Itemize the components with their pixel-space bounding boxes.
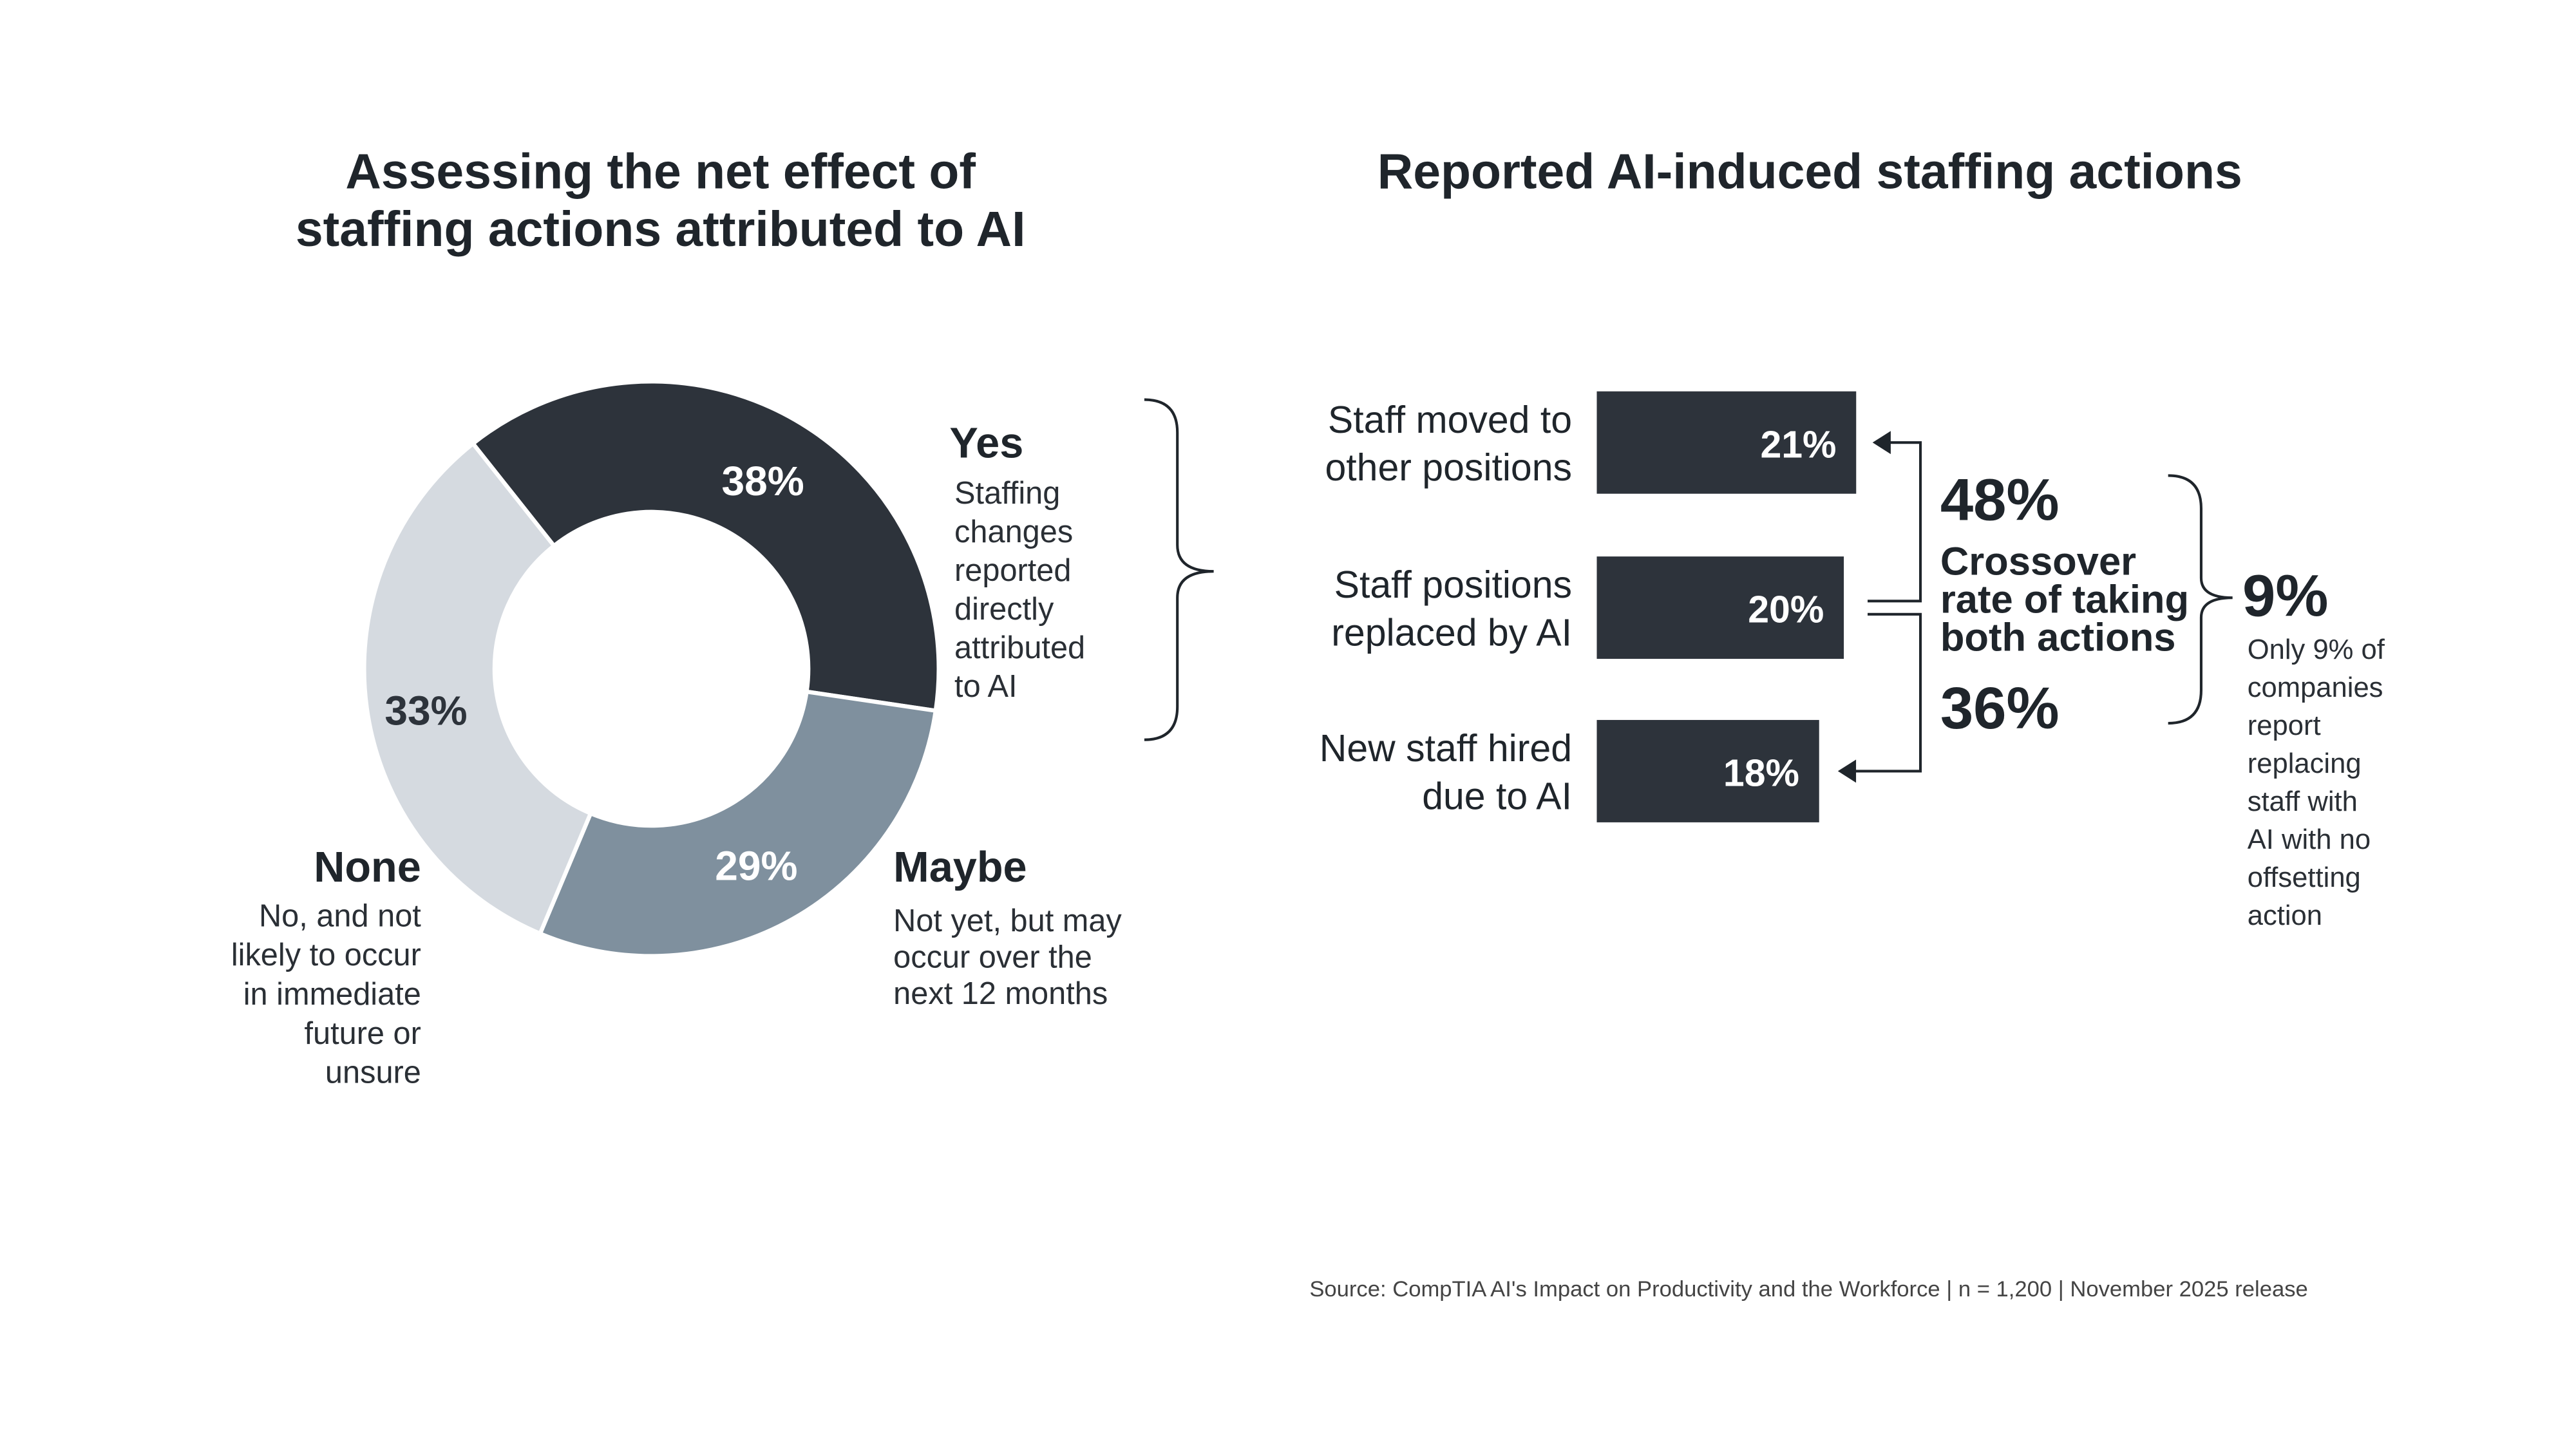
none-description-line: likely to occur <box>231 938 421 972</box>
yes-description-line: changes <box>954 515 1073 549</box>
none-description-line: unsure <box>325 1056 421 1090</box>
donut-slice-maybe <box>537 689 938 958</box>
bar <box>1596 719 1819 822</box>
donut-slice-yes <box>469 379 941 714</box>
slice-label-yes: 38% <box>721 458 804 504</box>
crossover-text-3: both actions <box>1940 615 2176 659</box>
bar-value-label: 21% <box>1760 424 1836 466</box>
bar-category-label: due to AI <box>1422 775 1572 817</box>
bar-category-label: replaced by AI <box>1331 612 1572 654</box>
connector-bottom <box>1852 612 1922 773</box>
bar-value-label: 18% <box>1723 753 1799 795</box>
net-value: 9% <box>2242 562 2328 629</box>
bar <box>1596 556 1844 659</box>
bar <box>1596 391 1857 494</box>
net-brace <box>2168 474 2233 725</box>
source-note: Source: CompTIA AI's Impact on Productiv… <box>1309 1277 2307 1302</box>
arrow-left-icon <box>1872 431 1891 455</box>
net-description-line: staff with <box>2248 786 2358 817</box>
bar-title: Reported AI-induced staffing actions <box>1378 144 2242 199</box>
arrow-left-icon <box>1837 759 1857 783</box>
legend-maybe-title: Maybe <box>893 844 1027 891</box>
slice-label-none: 33% <box>384 688 467 734</box>
yes-description-line: attributed <box>954 630 1085 665</box>
legend-yes-title: Yes <box>949 419 1023 467</box>
maybe-description-line: Not yet, but may <box>893 904 1122 938</box>
yes-brace <box>1144 398 1214 741</box>
net-description-line: AI with no <box>2248 824 2371 855</box>
bar-category-label: other positions <box>1325 447 1572 489</box>
donut-title-line2: staffing actions attributed to AI <box>296 202 1026 257</box>
net-description-line: Only 9% of <box>2248 634 2385 665</box>
slice-label-maybe: 29% <box>715 843 797 889</box>
bar-value-label: 20% <box>1748 589 1824 631</box>
donut-slice-none <box>362 440 594 936</box>
net-description-line: report <box>2248 710 2321 741</box>
donut-title-line1: Assessing the net effect of <box>345 144 976 199</box>
maybe-description-line: occur over the <box>893 940 1092 975</box>
bar-category-label: Staff positions <box>1334 564 1572 606</box>
yes-description-line: reported <box>954 553 1071 588</box>
crossover-text-2: rate of taking <box>1940 577 2189 621</box>
none-description-line: in immediate <box>243 977 421 1012</box>
none-description-line: No, and not <box>259 898 421 933</box>
yes-description-line: to AI <box>954 669 1017 704</box>
bar-category-label: New staff hired <box>1320 728 1572 770</box>
none-description-line: future or <box>304 1016 421 1051</box>
connector-top <box>1868 441 1922 603</box>
maybe-description-line: next 12 months <box>893 976 1108 1011</box>
net-description-line: offsetting <box>2248 862 2361 893</box>
net-description-line: companies <box>2248 672 2383 703</box>
donut-chart <box>362 379 941 958</box>
legend-none-title: None <box>314 844 421 891</box>
crossover-bottom-value: 36% <box>1940 674 2060 741</box>
crossover-top-value: 48% <box>1940 466 2060 533</box>
bar-chart: 21% Staff moved to other positions 20% Staff… <box>1320 391 1857 822</box>
yes-description-line: Staffing <box>954 476 1060 511</box>
net-description-line: action <box>2248 900 2322 931</box>
yes-description-line: directly <box>954 592 1054 627</box>
net-description-line: replacing <box>2248 748 2362 779</box>
crossover-text-1: Crossover <box>1940 539 2136 583</box>
bar-category-label: Staff moved to <box>1328 399 1572 441</box>
